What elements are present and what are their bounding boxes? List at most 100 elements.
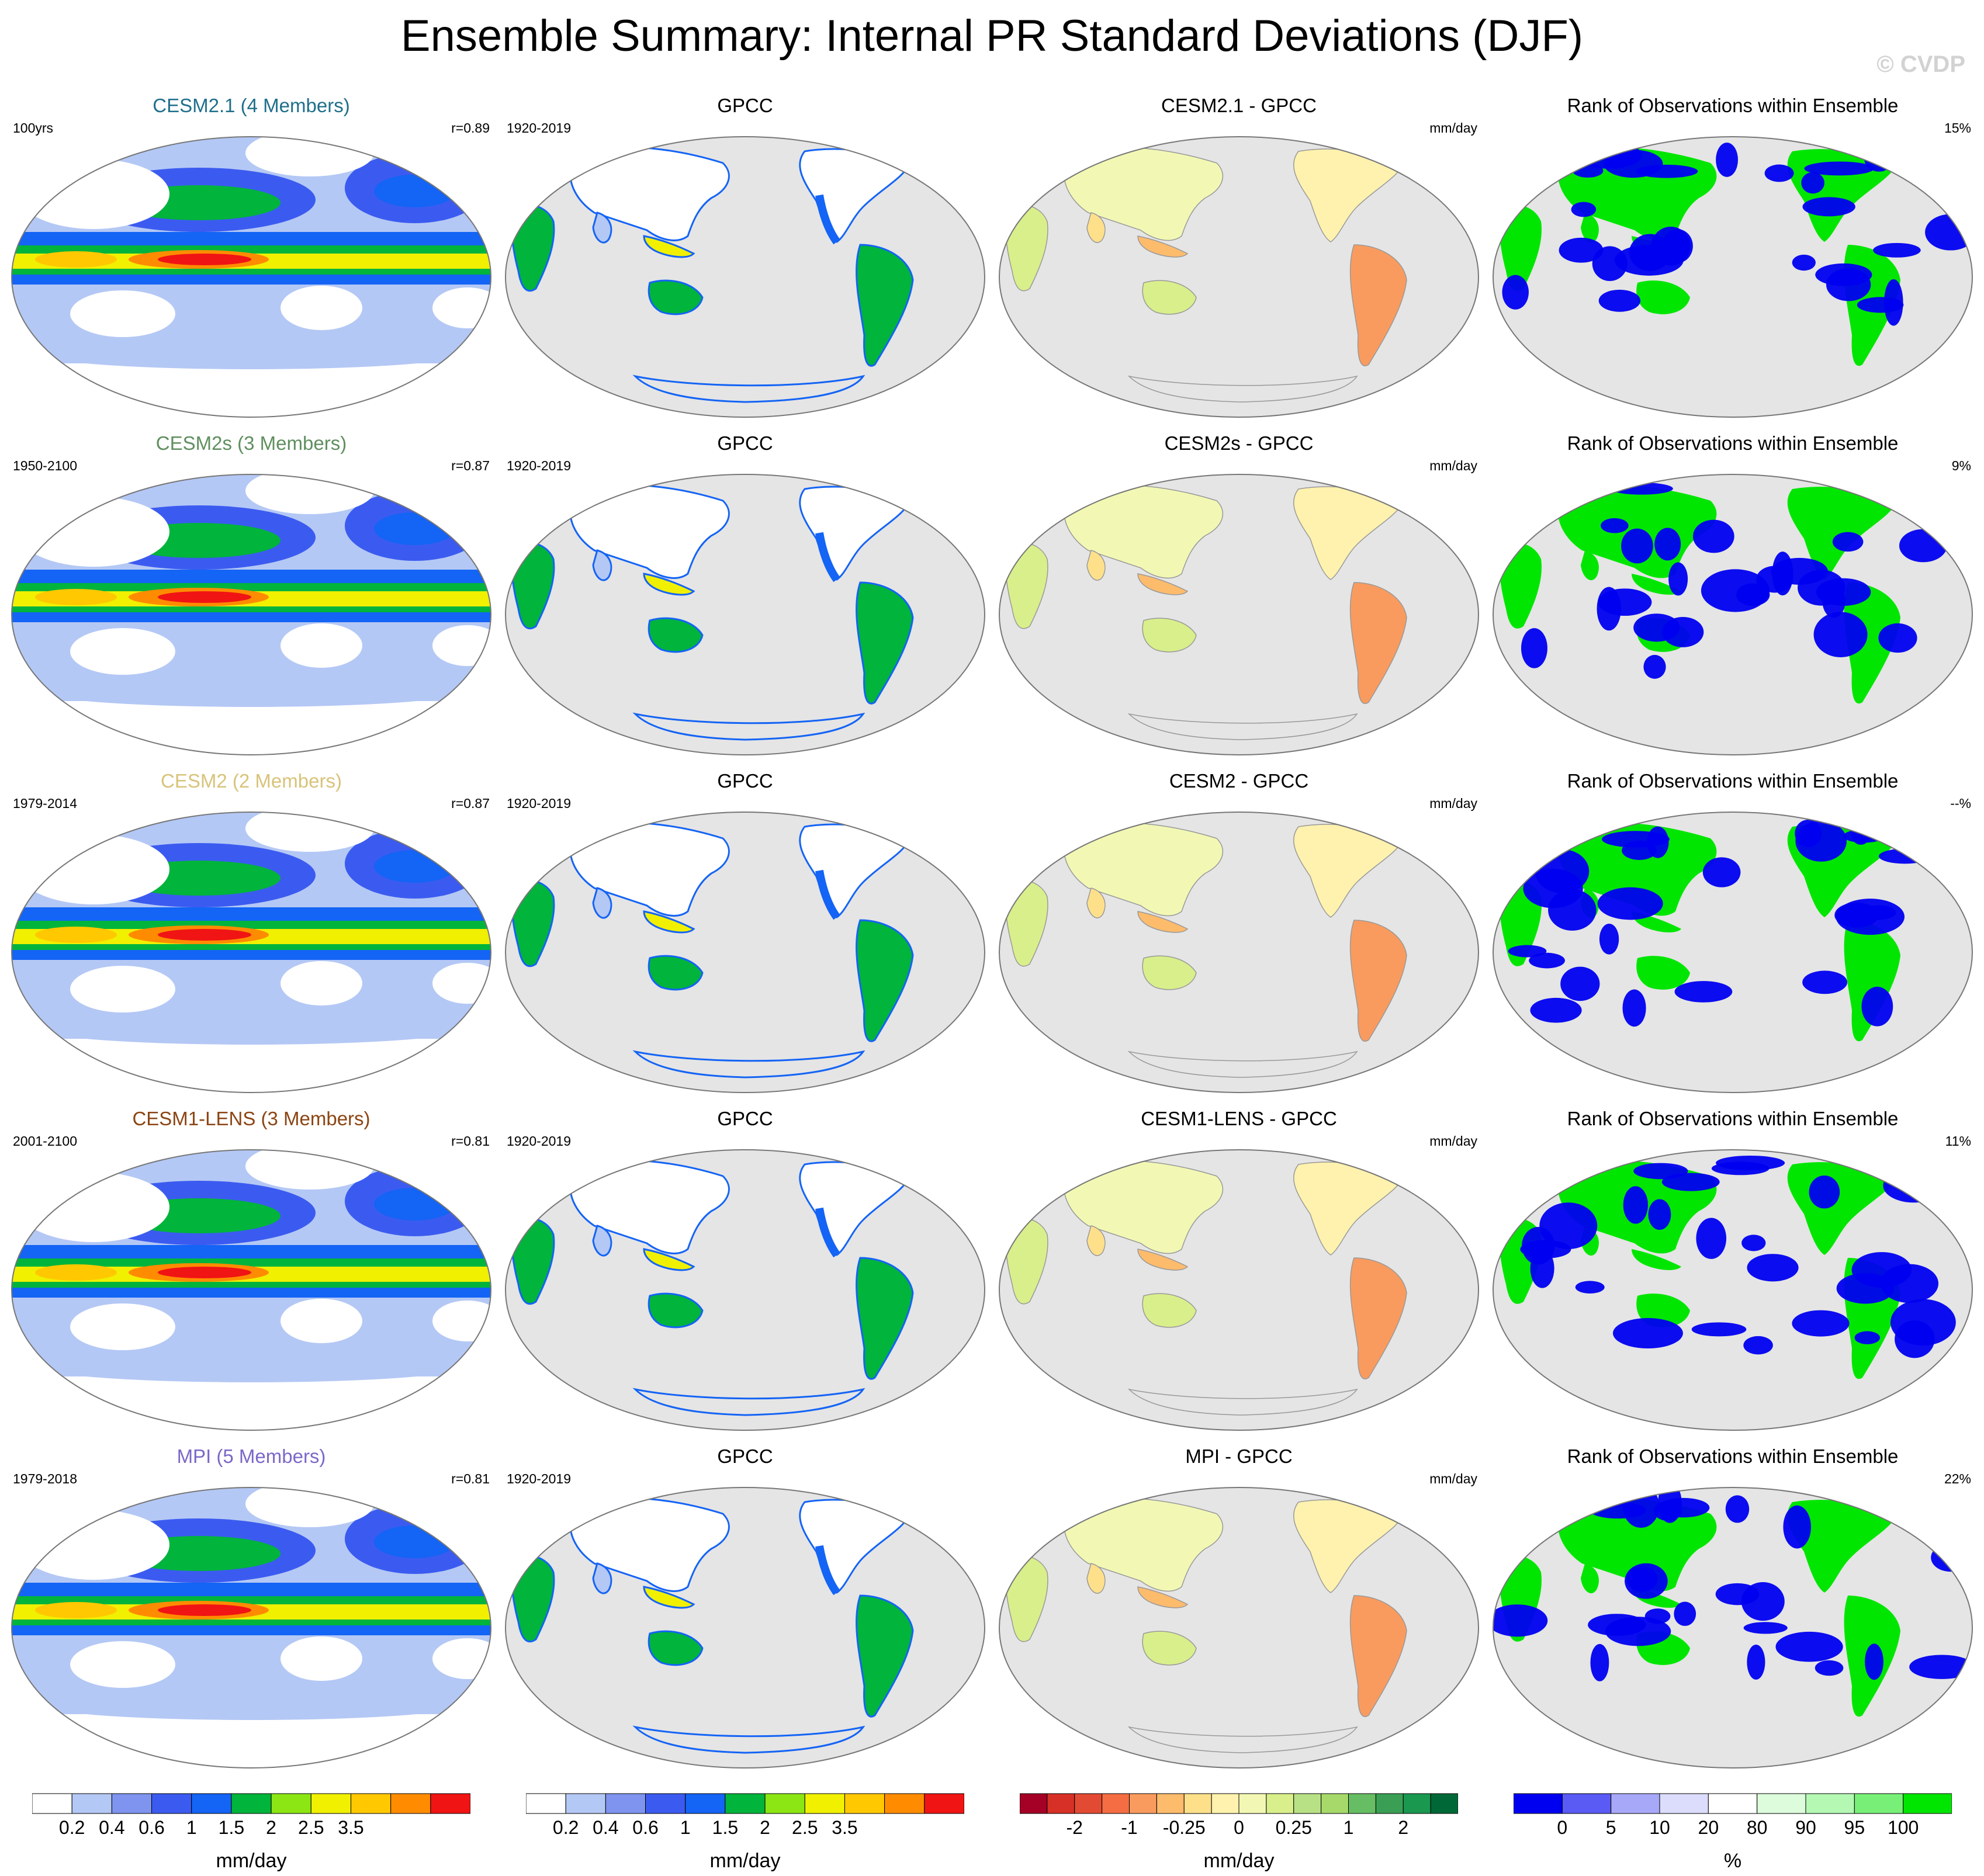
map-plot	[505, 1487, 985, 1768]
map-panel-model: CESM2 (2 Members) 1979-2014 r=0.87	[6, 770, 497, 1106]
panel-title: GPCC	[717, 1108, 773, 1129]
map-panel-obs: GPCC 1920-2019	[500, 1445, 991, 1781]
colorbar-tick-label: 3.5	[832, 1817, 858, 1838]
map-plot	[999, 1149, 1479, 1431]
colorbar-swatch	[71, 1793, 112, 1814]
colorbar-tick-label: 2	[266, 1817, 276, 1838]
colorbar-swatch	[1074, 1793, 1103, 1814]
map-panel-obs: GPCC 1920-2019	[500, 95, 991, 431]
colorbar-swatch	[1238, 1793, 1267, 1814]
colorbar-swatch	[884, 1793, 925, 1814]
colorbar-units: mm/day	[1203, 1850, 1275, 1872]
panel-stat-label: 22%	[1944, 1471, 1971, 1486]
colorbar-tick-label: -2	[1066, 1817, 1083, 1838]
colorbar-tick-label: -1	[1121, 1817, 1138, 1838]
panel-stat-label: r=0.81	[451, 1471, 490, 1486]
panel-period-label: 1950-2100	[13, 458, 77, 473]
map-panel-obs: GPCC 1920-2019	[500, 1108, 991, 1444]
panel-stat-label: r=0.81	[451, 1133, 490, 1149]
colorbar-swatches	[525, 1793, 965, 1814]
colorbar-swatch	[1757, 1793, 1806, 1814]
colorbar-swatch	[525, 1793, 566, 1814]
colorbar-units: mm/day	[216, 1850, 287, 1872]
panel-title: CESM2s - GPCC	[1164, 432, 1314, 454]
colorbar-swatch	[804, 1793, 845, 1814]
colorbar-swatch	[1129, 1793, 1157, 1814]
map-panel-rank: Rank of Observations within Ensemble 15%	[1487, 95, 1978, 431]
map-plot	[11, 812, 491, 1093]
map-panel-rank: Rank of Observations within Ensemble 22%	[1487, 1445, 1978, 1781]
map-plot	[11, 474, 491, 755]
colorbar-swatch	[350, 1793, 392, 1814]
colorbar-tick-label: 95	[1844, 1817, 1865, 1838]
panel-title: Rank of Observations within Ensemble	[1567, 432, 1899, 454]
colorbar-swatch	[1403, 1793, 1431, 1814]
panel-stat-label: mm/day	[1429, 1133, 1477, 1149]
colorbar-tick-label: 0	[1234, 1817, 1244, 1838]
map-plot	[505, 812, 985, 1093]
colorbar-tick-label: 0	[1557, 1817, 1568, 1838]
colorbar-swatch	[565, 1793, 606, 1814]
panel-title: Rank of Observations within Ensemble	[1567, 95, 1899, 116]
panel-stat-label: mm/day	[1429, 1471, 1477, 1486]
map-plot	[1493, 474, 1973, 755]
panel-title: CESM2.1 (4 Members)	[153, 95, 350, 116]
colorbar-tick-label: 2.5	[792, 1817, 818, 1838]
colorbar-swatch	[1375, 1793, 1404, 1814]
panel-stat-label: 11%	[1945, 1133, 1971, 1149]
colorbar-tick-label: 3.5	[338, 1817, 364, 1838]
colorbar-swatch	[111, 1793, 153, 1814]
panel-period-label: 1979-2014	[13, 796, 77, 811]
map-plot	[11, 136, 491, 418]
map-panel-model: CESM1-LENS (3 Members) 2001-2100 r=0.81	[6, 1108, 497, 1444]
colorbar-swatch	[430, 1793, 471, 1814]
colorbar-swatch	[1293, 1793, 1322, 1814]
figure-title: Ensemble Summary: Internal PR Standard D…	[400, 11, 1584, 61]
colorbar-tick-label: 0.4	[99, 1817, 125, 1838]
colorbar-swatch	[1708, 1793, 1758, 1814]
colorbar: -2 -1 -0.25 0 0.25 1 2 mm/day	[1019, 1792, 1459, 1874]
map-panel-diff: MPI - GPCC mm/day	[993, 1445, 1484, 1781]
map-plot	[999, 474, 1479, 755]
colorbar-swatch	[685, 1793, 726, 1814]
map-plot	[505, 474, 985, 755]
colorbar-swatch	[231, 1793, 272, 1814]
colorbar-swatch	[844, 1793, 885, 1814]
panel-stat-label: 9%	[1951, 458, 1971, 473]
colorbar-tick-label: 0.6	[139, 1817, 165, 1838]
colorbar-swatch	[1430, 1793, 1459, 1814]
map-panel-rank: Rank of Observations within Ensemble 11%	[1487, 1108, 1978, 1444]
map-panel-diff: CESM2 - GPCC mm/day	[993, 770, 1484, 1106]
panel-title: CESM1-LENS (3 Members)	[132, 1108, 371, 1129]
map-panel-model: CESM2.1 (4 Members) 100yrs r=0.89	[6, 95, 497, 431]
colorbar-tick-label: 5	[1605, 1817, 1616, 1838]
panel-title: CESM2 (2 Members)	[161, 770, 342, 792]
map-plot	[999, 1487, 1479, 1768]
panel-period-label: 1920-2019	[507, 1133, 571, 1149]
map-plot	[505, 136, 985, 418]
colorbar-swatch	[271, 1793, 311, 1814]
map-panel-diff: CESM2.1 - GPCC mm/day	[993, 95, 1484, 431]
map-plot	[1493, 136, 1973, 418]
panel-period-label: 1920-2019	[507, 1471, 571, 1486]
panel-title: GPCC	[717, 432, 773, 454]
colorbar-swatch	[645, 1793, 686, 1814]
colorbar-swatch	[1102, 1793, 1130, 1814]
map-panel-model: MPI (5 Members) 1979-2018 r=0.81	[6, 1445, 497, 1781]
colorbar-swatch	[390, 1793, 431, 1814]
panel-title: CESM1-LENS - GPCC	[1141, 1108, 1337, 1129]
map-panel-rank: Rank of Observations within Ensemble 9%	[1487, 432, 1978, 768]
copyright-label: © CVDP	[1876, 51, 1965, 77]
map-plot	[1493, 812, 1973, 1093]
colorbar-swatch	[924, 1793, 965, 1814]
colorbar: 0.2 0.4 0.6 1 1.5 2 2.5 3.5 mm/day	[32, 1792, 471, 1874]
map-plot	[999, 812, 1479, 1093]
colorbar-swatch	[191, 1793, 232, 1814]
panel-title: GPCC	[717, 770, 773, 792]
colorbar-tick-label: 1.5	[218, 1817, 245, 1838]
map-panel-rank: Rank of Observations within Ensemble --%	[1487, 770, 1978, 1106]
colorbar-swatch	[151, 1793, 192, 1814]
panel-title: Rank of Observations within Ensemble	[1567, 1108, 1899, 1129]
panel-title: CESM2 - GPCC	[1169, 770, 1309, 792]
colorbar-swatch	[1805, 1793, 1855, 1814]
